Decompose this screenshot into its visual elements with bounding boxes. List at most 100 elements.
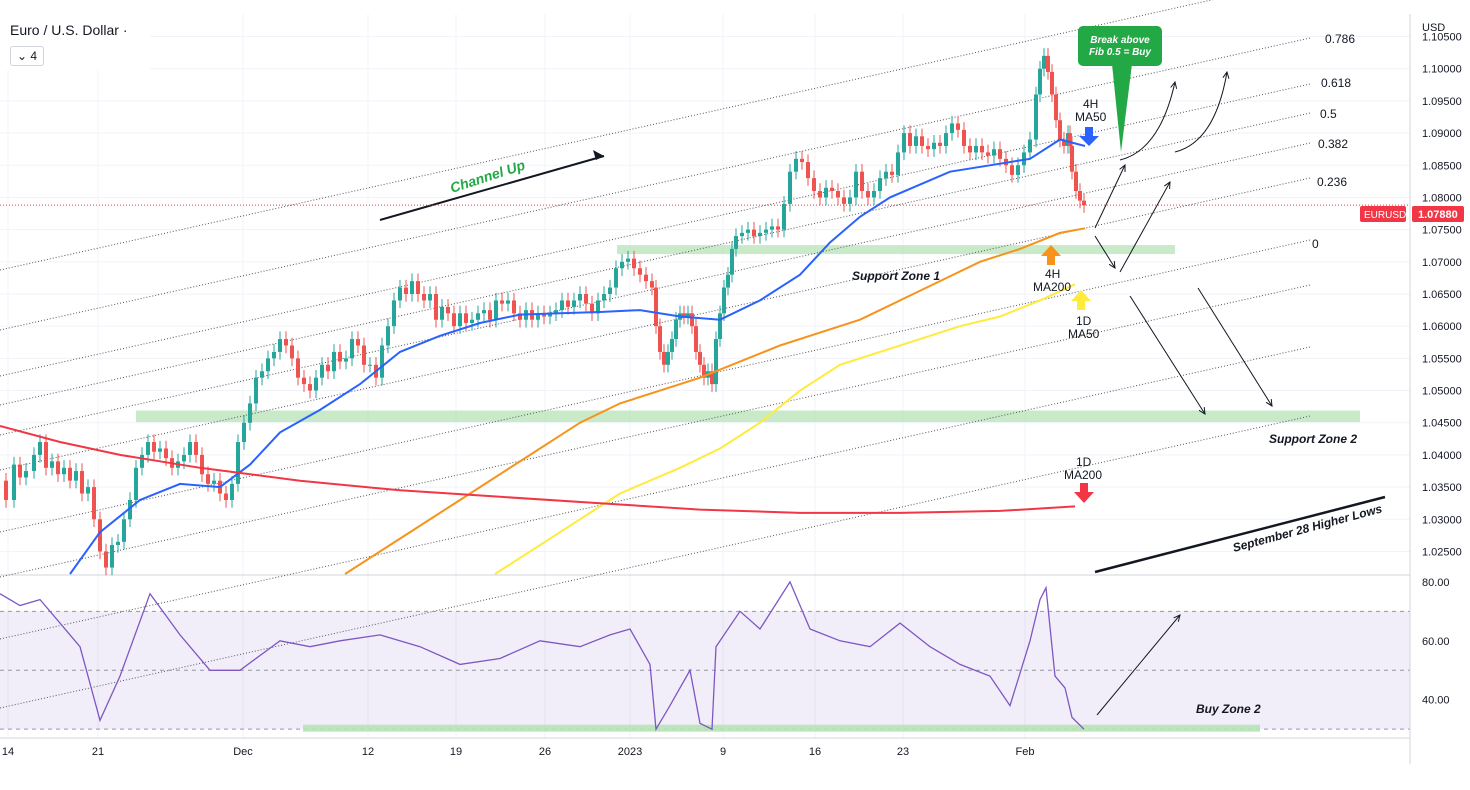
candle-body-27 — [164, 448, 168, 459]
channel-line-7 — [0, 284, 1311, 578]
candle-body-61 — [368, 364, 372, 366]
candle-body-26 — [158, 448, 162, 452]
time-tick-1: 21 — [92, 746, 104, 758]
rsi-line — [0, 580, 1085, 732]
candle-body-109 — [654, 287, 658, 327]
candle-body-106 — [638, 268, 642, 275]
projection-arrowhead-7 — [1173, 614, 1181, 622]
candle-body-48 — [290, 345, 294, 359]
candle-body-144 — [824, 187, 828, 198]
candle-body-13 — [80, 471, 84, 494]
candle-body-96 — [578, 294, 582, 301]
time-tick-6: 2023 — [618, 746, 642, 758]
time-tick-9: 23 — [897, 746, 909, 758]
candle-body-17 — [104, 551, 108, 568]
price-tick-6: 1.07500 — [1422, 225, 1462, 237]
time-tick-0: 14 — [2, 746, 14, 758]
candle-body-53 — [320, 364, 324, 378]
candle-body-74 — [446, 306, 450, 314]
rsi-ticks: 80.00 60.00 40.00 — [1422, 577, 1450, 707]
price-tick-15: 1.03000 — [1422, 514, 1462, 526]
ma50-1d-label-l2: MA50 — [1068, 327, 1100, 341]
candle-body-72 — [434, 294, 438, 320]
price-tick-7: 1.07000 — [1422, 257, 1462, 269]
candle-body-93 — [560, 300, 564, 311]
candle-body-90 — [542, 313, 546, 317]
candle-body-127 — [726, 274, 730, 288]
candle-body-21 — [128, 499, 132, 520]
candle-body-173 — [998, 149, 1002, 159]
candle-body-9 — [56, 461, 60, 475]
ma200-4h-label-l2: MA200 — [1033, 280, 1071, 294]
candle-body-60 — [362, 345, 366, 365]
candle-body-190 — [1074, 171, 1078, 192]
candle-body-25 — [152, 442, 156, 452]
time-ticks: 14 21 Dec 12 19 26 2023 9 16 23 Feb — [2, 746, 1035, 758]
price-tick-8: 1.06500 — [1422, 289, 1462, 301]
candle-body-6 — [38, 442, 42, 455]
price-axis[interactable]: USD 1.105001.100001.095001.090001.085001… — [1360, 14, 1464, 764]
currency-label: USD — [1422, 22, 1445, 34]
candle-body-1 — [4, 480, 8, 500]
candle-body-39 — [236, 442, 240, 484]
candle-body-64 — [386, 326, 390, 346]
ma-line-1 — [344, 227, 1086, 575]
projection-arrows — [1094, 70, 1273, 716]
candle-body-59 — [356, 339, 360, 346]
ma50-1d-label-l1: 1D — [1076, 314, 1092, 328]
candle-body-165 — [950, 123, 954, 134]
time-tick-3: 12 — [362, 746, 374, 758]
candle-body-40 — [242, 422, 246, 443]
candle-body-146 — [836, 191, 840, 198]
time-axis[interactable]: 14 21 Dec 12 19 26 2023 9 16 23 Feb — [0, 737, 1410, 758]
time-tick-10: Feb — [1016, 746, 1035, 758]
candle-body-83 — [500, 300, 504, 304]
candle-body-85 — [512, 300, 516, 314]
callout-line-2: Fib 0.5 = Buy — [1089, 47, 1151, 58]
candle-body-81 — [488, 310, 492, 320]
channel-line-0 — [0, 239, 1311, 533]
candle-body-63 — [380, 345, 384, 378]
interval-toggle[interactable]: ⌄ 4 — [10, 46, 45, 66]
candle-body-97 — [584, 294, 588, 304]
rsi-pane — [0, 580, 1410, 732]
candle-body-175 — [1010, 165, 1014, 175]
candle-body-11 — [68, 467, 72, 481]
projection-arrow-2 — [1094, 164, 1126, 229]
candle-body-45 — [272, 351, 276, 359]
candle-body-44 — [266, 358, 270, 372]
ma200-1d-marker — [1074, 483, 1094, 503]
candle-body-161 — [926, 145, 930, 150]
candle-body-138 — [788, 171, 792, 204]
candle-body-86 — [518, 313, 522, 320]
candle-body-123 — [710, 371, 714, 385]
rsi-tick-2: 40.00 — [1422, 695, 1450, 707]
candle-body-156 — [896, 152, 900, 175]
candle-body-8 — [50, 461, 54, 468]
candle-body-52 — [314, 377, 318, 391]
candle-body-54 — [326, 364, 330, 372]
ma-line-3 — [0, 425, 1076, 514]
ma-line-2 — [494, 283, 1076, 575]
candle-body-118 — [690, 313, 694, 327]
candle-body-172 — [992, 149, 996, 156]
candle-body-98 — [590, 303, 594, 314]
candle-body-57 — [344, 358, 348, 362]
candle-body-133 — [758, 232, 762, 237]
candle-body-153 — [878, 178, 882, 192]
price-tick-9: 1.06000 — [1422, 321, 1462, 333]
candle-body-95 — [572, 300, 576, 307]
candle-body-108 — [650, 281, 654, 288]
projection-arrow-5 — [1129, 295, 1206, 415]
candle-body-15 — [92, 487, 96, 520]
candle-body-168 — [968, 145, 972, 153]
last-price-badge — [1412, 206, 1464, 222]
candle-body-181 — [1042, 55, 1046, 69]
price-tick-16: 1.02500 — [1422, 546, 1462, 558]
support-zone-1 — [617, 245, 1175, 255]
candle-body-43 — [260, 371, 264, 378]
candle-body-67 — [404, 287, 408, 294]
candle-body-135 — [770, 226, 774, 230]
candle-body-84 — [506, 300, 510, 304]
